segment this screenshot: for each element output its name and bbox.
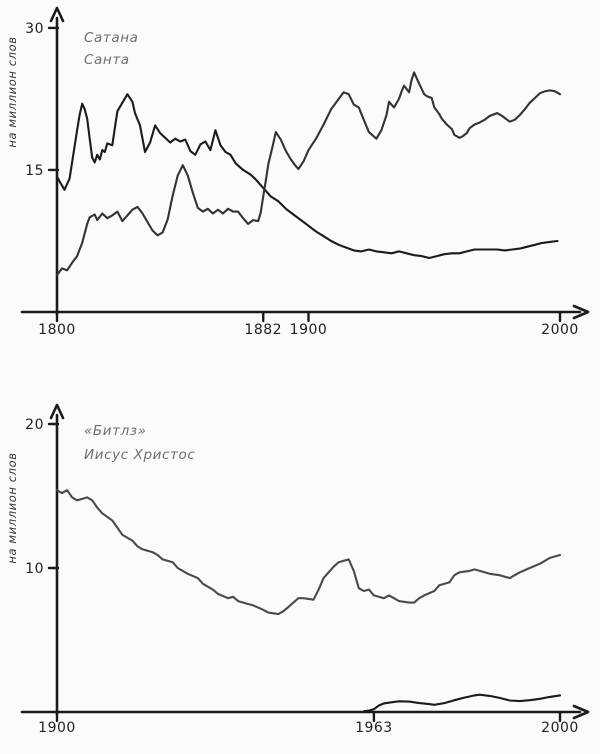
series-jesus-line — [55, 489, 562, 616]
y-tick-label: 30 — [25, 21, 44, 37]
series-satan-line — [55, 93, 559, 260]
y-tick-label: 10 — [25, 561, 44, 577]
chart-beatles-vs-jesus: 10 20 1900 1963 2000 на миллион слов «Битлз» Ии… — [0, 368, 600, 754]
x-tick-label: 1882 — [244, 322, 282, 338]
x-tick-label: 2000 — [541, 322, 579, 338]
legend-label-santa: Санта — [84, 52, 130, 68]
y-tick-label: 15 — [25, 163, 44, 179]
series-santa-line — [55, 71, 562, 277]
legend-label-beatles: «Битлз» — [84, 423, 147, 439]
series-beatles-line — [362, 693, 562, 713]
x-tick-label: 1900 — [38, 720, 76, 736]
chart-canvas-satan-vs-santa: 15 30 1800 1882 1900 2000 на миллион слов Сатан… — [5, 6, 590, 338]
x-tick-label: 1800 — [38, 322, 76, 338]
x-tick-label: 2000 — [541, 720, 579, 736]
x-tick-label: 1900 — [290, 322, 328, 338]
chart-canvas-beatles-vs-jesus: 10 20 1900 1963 2000 на миллион слов «Битлз» Ии… — [5, 403, 590, 736]
y-axis-title: на миллион слов — [5, 36, 19, 147]
x-axis-arrow-icon — [572, 704, 590, 720]
y-axis-arrow-icon — [49, 403, 65, 420]
x-axis-arrow-icon — [572, 304, 590, 320]
y-tick-label: 20 — [25, 417, 44, 433]
legend-label-satan: Сатана — [84, 30, 139, 46]
chart-satan-vs-santa: 15 30 1800 1882 1900 2000 на миллион слов Сатан… — [0, 0, 600, 368]
y-axis-title: на миллион слов — [5, 452, 19, 563]
x-tick-label: 1963 — [355, 720, 393, 736]
legend-label-jesus: Иисус Христос — [84, 447, 195, 463]
y-axis-arrow-icon — [49, 6, 65, 23]
